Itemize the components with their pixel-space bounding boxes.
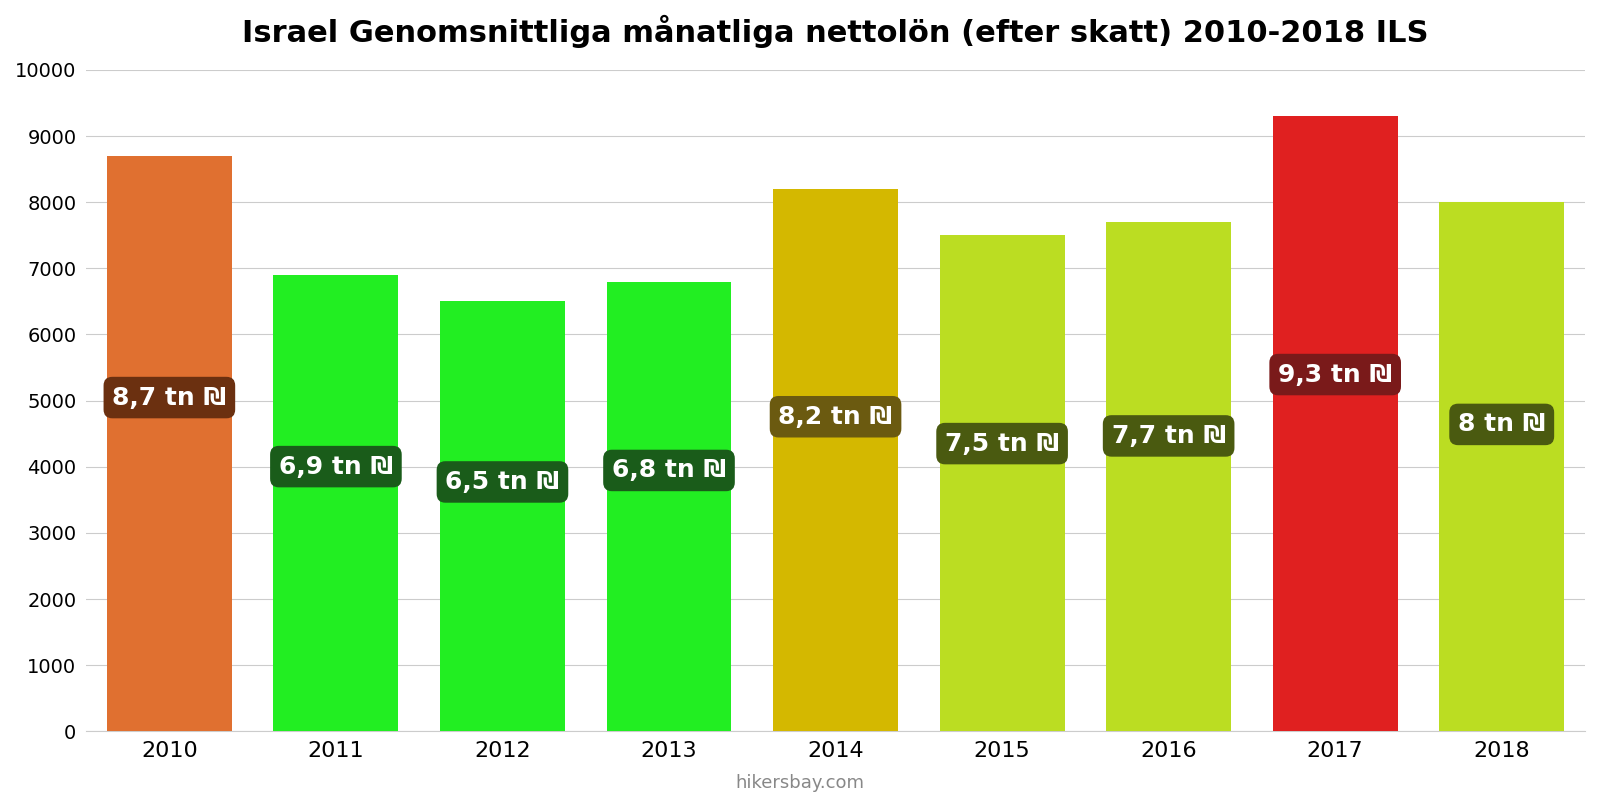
Text: 9,3 tn ₪: 9,3 tn ₪ bbox=[1278, 362, 1392, 386]
Bar bbox=[440, 302, 565, 731]
Bar bbox=[1440, 202, 1565, 731]
Bar bbox=[939, 235, 1064, 731]
Text: 6,8 tn ₪: 6,8 tn ₪ bbox=[611, 458, 726, 482]
Text: 7,5 tn ₪: 7,5 tn ₪ bbox=[946, 431, 1059, 455]
Bar bbox=[1272, 116, 1398, 731]
Text: 6,5 tn ₪: 6,5 tn ₪ bbox=[445, 470, 560, 494]
Text: 8 tn ₪: 8 tn ₪ bbox=[1458, 413, 1546, 437]
Bar bbox=[274, 275, 398, 731]
Text: hikersbay.com: hikersbay.com bbox=[736, 774, 864, 792]
Text: 8,2 tn ₪: 8,2 tn ₪ bbox=[779, 405, 893, 429]
Bar bbox=[107, 156, 232, 731]
Bar bbox=[1106, 222, 1230, 731]
Bar bbox=[606, 282, 731, 731]
Title: Israel Genomsnittliga månatliga nettolön (efter skatt) 2010-2018 ILS: Israel Genomsnittliga månatliga nettolön… bbox=[242, 15, 1429, 48]
Text: 8,7 tn ₪: 8,7 tn ₪ bbox=[112, 386, 227, 410]
Bar bbox=[773, 189, 898, 731]
Text: 6,9 tn ₪: 6,9 tn ₪ bbox=[278, 454, 394, 478]
Text: 7,7 tn ₪: 7,7 tn ₪ bbox=[1112, 424, 1226, 448]
